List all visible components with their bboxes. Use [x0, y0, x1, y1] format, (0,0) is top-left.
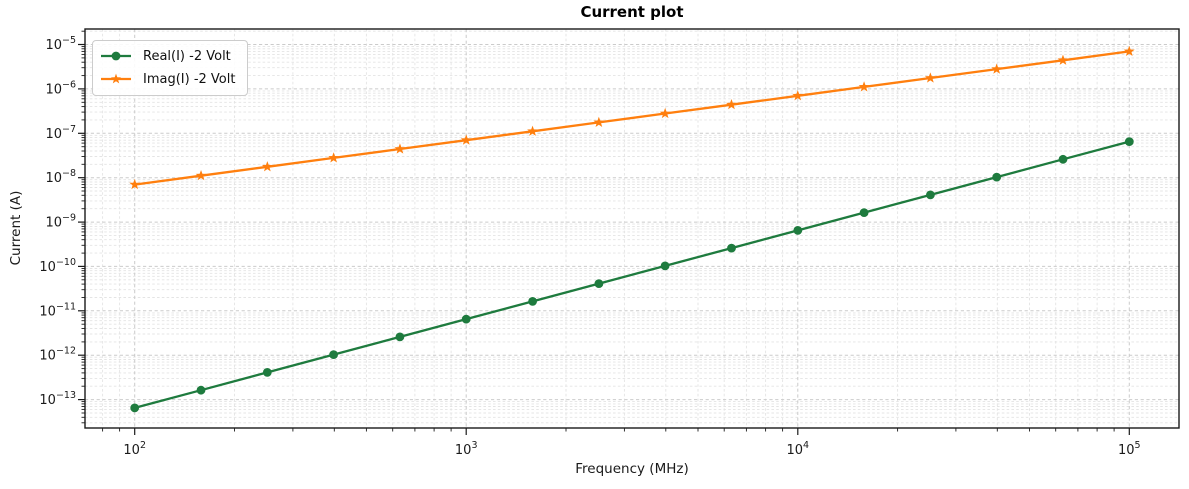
data-point-imag — [129, 178, 141, 190]
legend-imag-sample — [101, 73, 131, 84]
data-point-imag — [195, 169, 207, 181]
legend-real-circle-icon — [111, 51, 121, 61]
data-point-imag — [328, 152, 340, 163]
data-point-imag — [858, 81, 870, 92]
tick-label: 10−9 — [45, 213, 76, 231]
legend: Real(I) -2 Volt Imag(I) -2 Volt — [92, 40, 249, 96]
data-point-imag — [261, 161, 273, 172]
data-point-imag — [394, 143, 406, 154]
data-point-imag — [527, 125, 538, 136]
data-point-imag — [460, 134, 472, 145]
tick-label: 10−12 — [39, 346, 76, 364]
data-point-imag — [924, 72, 936, 83]
tick-label: 10−13 — [39, 390, 76, 408]
data-point-real — [727, 243, 736, 253]
tick-label: 105 — [1118, 440, 1141, 458]
tick-label: 10−8 — [45, 168, 76, 186]
tick-label: 104 — [787, 440, 810, 458]
data-point-real — [926, 190, 935, 200]
data-point-real — [130, 403, 140, 413]
axis-ticks — [78, 30, 1130, 435]
legend-imag-label: Imag(I) -2 Volt — [143, 71, 236, 87]
tick-label: 103 — [455, 440, 478, 458]
data-point-imag — [1123, 45, 1135, 57]
tick-label: 10−5 — [45, 35, 76, 53]
data-point-real — [1058, 154, 1068, 164]
data-point-imag — [593, 116, 605, 128]
x-tick-labels: 102 103 104 105 — [123, 440, 1140, 458]
legend-item-real: Real(I) -2 Volt — [100, 45, 235, 67]
tick-label: 10−6 — [45, 79, 76, 97]
data-point-real — [528, 297, 537, 306]
data-point-imag — [726, 98, 737, 110]
data-point-imag — [792, 90, 804, 101]
legend-real-sample — [101, 51, 131, 61]
legend-item-imag: Imag(I) -2 Volt — [100, 68, 235, 90]
tick-label: 10−10 — [39, 257, 76, 275]
tick-label: 10−7 — [45, 124, 76, 142]
data-point-imag — [1057, 54, 1069, 65]
data-point-real — [395, 332, 405, 342]
legend-imag-star-icon — [110, 73, 122, 84]
data-point-imag — [991, 63, 1003, 74]
series-imag — [129, 45, 1135, 190]
data-point-real — [660, 261, 670, 271]
grid-minor — [85, 29, 1179, 428]
data-point-real — [329, 350, 338, 359]
data-point-real — [262, 368, 272, 377]
tick-label: 10−11 — [39, 301, 76, 319]
data-point-real — [859, 208, 869, 218]
chart-title: Current plot — [580, 3, 684, 21]
tick-label: 102 — [123, 440, 146, 458]
legend-real-label: Real(I) -2 Volt — [143, 48, 231, 64]
y-tick-labels: 10−5 10−6 10−7 10−8 10−9 10−10 10−11 10−12 10−13 — [39, 35, 76, 408]
x-axis-label: Frequency (MHz) — [575, 461, 689, 477]
series-real — [130, 137, 1134, 413]
data-point-imag — [659, 107, 671, 119]
y-axis-label: Current (A) — [8, 190, 24, 266]
data-point-real — [594, 279, 604, 288]
data-point-real — [461, 314, 471, 324]
data-point-real — [793, 226, 803, 235]
data-point-real — [992, 172, 1002, 182]
data-point-real — [196, 385, 206, 395]
data-point-real — [1124, 137, 1134, 147]
